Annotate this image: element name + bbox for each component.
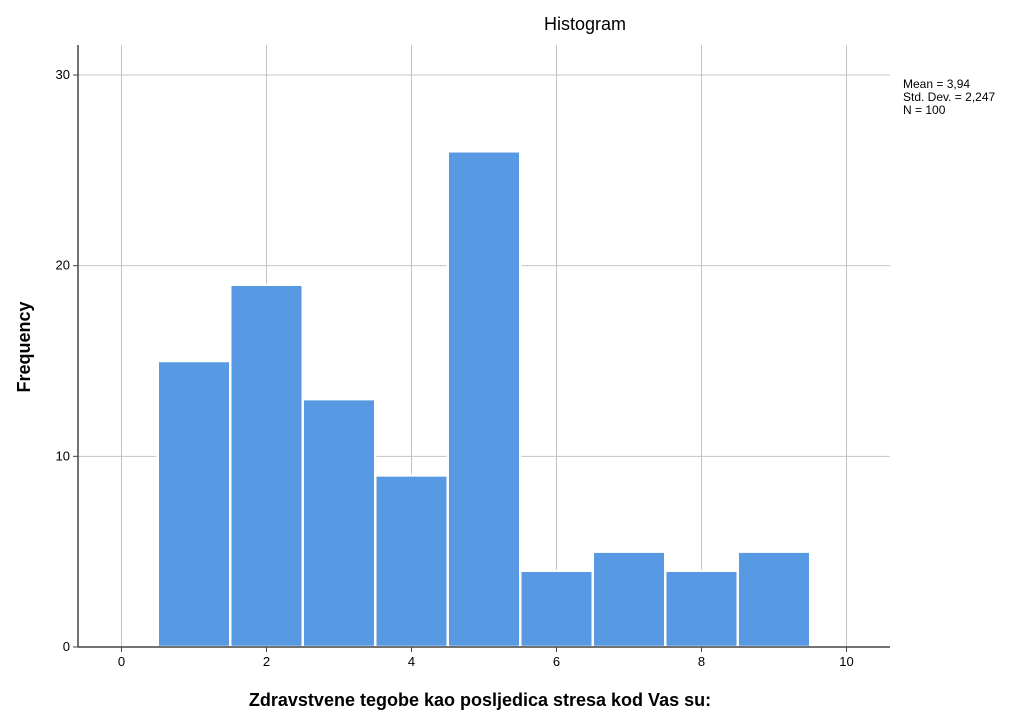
histogram-bar-6 [591,550,667,649]
y-axis-label: Frequency [14,301,34,392]
histogram-bars [156,150,812,649]
y-tick-label-3: 30 [56,67,70,82]
histogram-bar-7 [664,569,739,649]
stats-n: N = 100 [903,103,946,117]
histogram-bar-1 [229,283,304,649]
x-tick-label-5: 10 [839,654,853,669]
x-tick-label-3: 6 [553,654,560,669]
x-tick-label-0: 0 [118,654,125,669]
x-tick-label-4: 8 [698,654,705,669]
histogram-bar-8 [736,550,812,649]
stats-std-dev: Std. Dev. = 2,247 [903,90,995,104]
histogram-bar-2 [301,397,377,649]
tick-labels: 0 10 20 30 0 2 4 6 8 10 [56,67,854,669]
y-tick-label-1: 10 [56,448,70,463]
histogram-bar-0 [156,359,232,649]
histogram-bar-5 [519,569,594,649]
chart-title: Histogram [544,14,626,34]
histogram-bar-3 [374,474,449,649]
y-tick-label-0: 0 [63,639,70,654]
y-tick-label-2: 20 [56,258,70,273]
stats-legend: Mean = 3,94 Std. Dev. = 2,247 N = 100 [903,77,995,117]
axes [73,45,890,652]
x-tick-label-2: 4 [408,654,415,669]
x-tick-label-1: 2 [263,654,270,669]
histogram-bar-4 [446,150,522,649]
stats-mean: Mean = 3,94 [903,77,970,91]
x-axis-label: Zdravstvene tegobe kao posljedica stresa… [249,690,711,710]
